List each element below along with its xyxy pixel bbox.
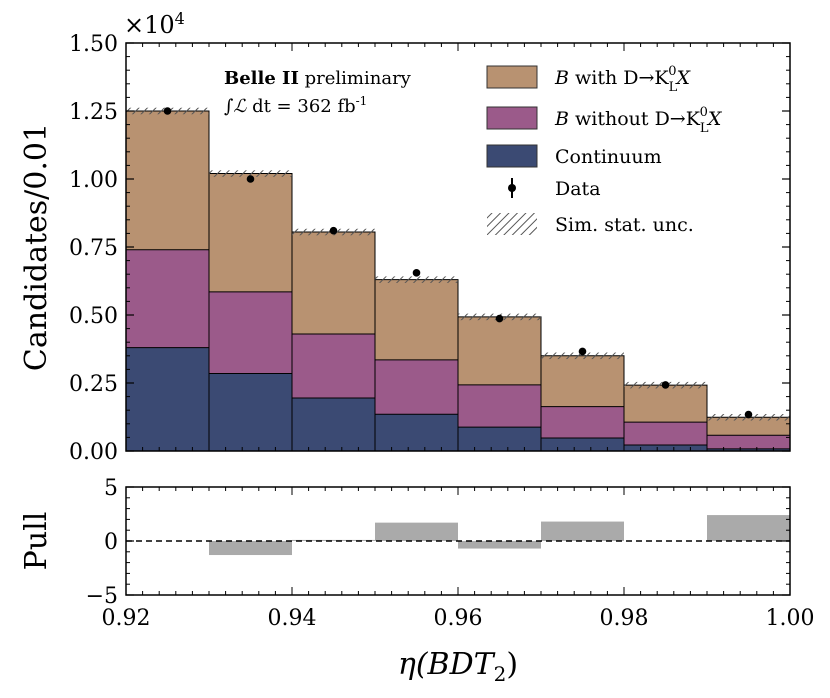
main-ytick-label-4: 1.00 bbox=[69, 168, 118, 193]
main-ytick-label-0: 0.00 bbox=[69, 440, 118, 465]
pull-ytick-label-0: −5 bbox=[86, 584, 118, 609]
legend-label-sim-unc: Sim. stat. unc. bbox=[555, 214, 694, 236]
main-ytick-label-5: 1.25 bbox=[69, 100, 118, 125]
main-ytick-label-6: 1.50 bbox=[69, 32, 118, 57]
bar-continuum-s0-bin-7 bbox=[707, 448, 790, 451]
data-points bbox=[163, 107, 753, 419]
legend-label-continuum: Continuum bbox=[555, 146, 662, 168]
bar-b-s2-bin-5 bbox=[541, 355, 624, 407]
bar-continuum-s0-bin-2 bbox=[292, 397, 375, 451]
pull-ytick-label-2: 5 bbox=[104, 476, 118, 501]
y-multiplier: ×104 bbox=[124, 9, 185, 39]
xtick-label-2: 0.96 bbox=[434, 606, 483, 631]
experiment-label: Belle II preliminary bbox=[224, 68, 412, 89]
xtick-label-3: 0.98 bbox=[600, 606, 649, 631]
bar-b-s1-bin-1 bbox=[209, 291, 292, 374]
data-point-4 bbox=[495, 314, 504, 323]
xtick-label-0: 0.92 bbox=[102, 606, 151, 631]
main-ytick-label-3: 0.75 bbox=[69, 236, 118, 261]
bar-b-s2-bin-1 bbox=[209, 173, 292, 292]
bar-b-s2-bin-2 bbox=[292, 232, 375, 335]
bar-continuum-s0-bin-3 bbox=[375, 414, 458, 451]
legend-label-b-with: B with D→KL0X bbox=[554, 64, 692, 95]
bar-continuum-s0-bin-5 bbox=[541, 437, 624, 451]
pull-bar-5 bbox=[541, 521, 624, 541]
bar-b-s2-bin-3 bbox=[375, 279, 458, 360]
legend-label-b-without: B without D→KL0X bbox=[554, 105, 723, 136]
pull-ytick-label-1: 0 bbox=[104, 530, 118, 555]
bar-continuum-s0-bin-1 bbox=[209, 373, 292, 451]
legend: B with D→KL0X B without D→KL0X Continuum… bbox=[486, 64, 723, 236]
pull-bar-3 bbox=[375, 522, 458, 541]
xtick-label-4: 1.00 bbox=[766, 606, 815, 631]
data-point-3 bbox=[412, 269, 421, 277]
x-axis-title-eta: η(BDT bbox=[398, 647, 496, 682]
legend-swatch-b-without bbox=[486, 106, 538, 130]
bar-b-s1-bin-5 bbox=[541, 406, 624, 438]
bar-continuum-s0-bin-6 bbox=[624, 445, 707, 451]
pull-bars bbox=[209, 515, 790, 556]
main-axis-ticks: 0.00 0.25 0.50 0.75 1.00 1.25 1.50 bbox=[69, 32, 791, 465]
data-point-6 bbox=[661, 381, 670, 389]
legend-marker-data bbox=[508, 184, 516, 192]
bar-b-s1-bin-4 bbox=[458, 384, 541, 428]
pull-axis-title: Pull bbox=[19, 512, 54, 571]
bar-b-s1-bin-2 bbox=[292, 334, 375, 398]
data-point-7 bbox=[744, 410, 753, 419]
legend-label-data: Data bbox=[555, 178, 601, 200]
status-label: preliminary bbox=[299, 68, 412, 89]
pull-bar-1 bbox=[209, 541, 292, 556]
bar-b-s1-bin-0 bbox=[126, 249, 209, 348]
y-axis-title: Candidates/0.01 bbox=[19, 123, 54, 371]
bar-b-s1-bin-6 bbox=[624, 422, 707, 446]
pull-bar-2 bbox=[292, 539, 375, 541]
bar-b-s2-bin-4 bbox=[458, 316, 541, 385]
data-point-0 bbox=[163, 107, 172, 115]
x-axis-title: η(BDT2) bbox=[398, 647, 518, 686]
data-point-2 bbox=[329, 226, 338, 235]
legend-swatch-continuum bbox=[486, 144, 538, 168]
main-ytick-label-1: 0.25 bbox=[69, 372, 118, 397]
bar-b-s2-bin-0 bbox=[126, 111, 209, 250]
data-point-5 bbox=[578, 347, 587, 356]
data-point-1 bbox=[246, 175, 255, 183]
legend-swatch-b-with bbox=[486, 65, 538, 89]
pull-bar-4 bbox=[458, 541, 541, 549]
stacked-histogram bbox=[126, 110, 790, 451]
unc-band-bin-5 bbox=[541, 352, 624, 360]
pull-bar-7 bbox=[707, 515, 790, 541]
unc-band-bin-1 bbox=[209, 170, 292, 177]
legend-swatch-sim-unc bbox=[487, 213, 537, 235]
bar-continuum-s0-bin-0 bbox=[126, 347, 209, 451]
bar-b-s2-bin-6 bbox=[624, 385, 707, 423]
main-ytick-label-2: 0.50 bbox=[69, 304, 118, 329]
pull-axis-ticks: −5 0 5 0.92 0.94 0.96 0.98 1.00 bbox=[86, 476, 815, 631]
unc-band-bin-3 bbox=[375, 276, 458, 283]
bar-b-s1-bin-3 bbox=[375, 359, 458, 415]
bar-b-s2-bin-7 bbox=[707, 417, 790, 436]
experiment-name: Belle II bbox=[224, 68, 299, 89]
luminosity-label: ∫ℒ dt = 362 fb-1 bbox=[224, 94, 367, 117]
bar-continuum-s0-bin-4 bbox=[458, 427, 541, 451]
xtick-label-1: 0.94 bbox=[268, 606, 317, 631]
bar-b-s1-bin-7 bbox=[707, 435, 790, 449]
